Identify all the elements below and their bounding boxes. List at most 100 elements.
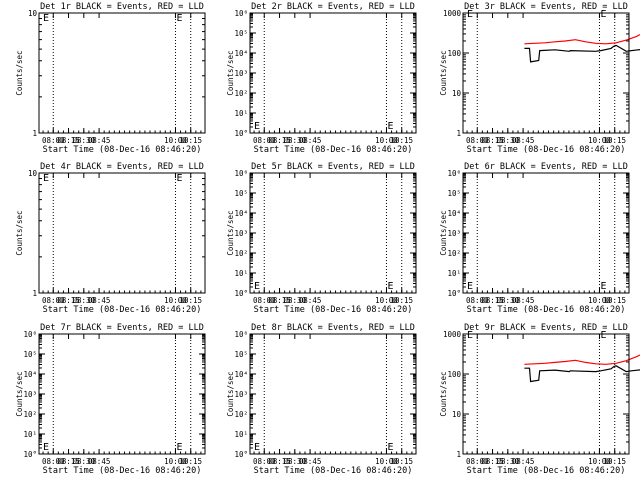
y-tick-label: 10⁵	[447, 189, 461, 198]
series-line-lld	[524, 33, 640, 45]
x-tick-label: 08:00	[42, 296, 65, 305]
y-tick-label: 1000	[443, 330, 462, 339]
x-axis-label: Start Time (08-Dec-16 08:46:20)	[43, 145, 202, 155]
x-tick-label: 08:45	[512, 136, 535, 145]
x-tick-label: 08:30	[284, 136, 307, 145]
y-tick-label: 10³	[23, 390, 37, 399]
y-tick-label: 10²	[234, 89, 248, 98]
plot-frame	[38, 333, 206, 455]
x-tick-label: 08:00	[253, 136, 276, 145]
event-glyph-marker: E	[600, 281, 606, 292]
x-tick-label: 08:00	[253, 457, 276, 466]
x-tick-label: 10:15	[390, 136, 413, 145]
y-axis-label: Counts/sec	[226, 210, 235, 255]
x-tick-label: 10:15	[179, 296, 202, 305]
y-tick-label: 10°	[447, 289, 461, 298]
x-tick-label: 10:15	[390, 296, 413, 305]
x-axis-label: Start Time (08-Dec-16 08:46:20)	[254, 466, 413, 476]
x-tick-label: 10:00	[588, 296, 611, 305]
series-line-events	[524, 365, 640, 383]
x-tick-label: 08:45	[299, 457, 322, 466]
x-tick-label: 10:15	[179, 136, 202, 145]
x-tick-label: 08:15	[481, 136, 504, 145]
x-tick-label: 10:15	[603, 457, 626, 466]
x-tick-label: 08:00	[42, 136, 65, 145]
y-tick-label: 10	[452, 89, 462, 98]
x-axis-label: Start Time (08-Dec-16 08:46:20)	[467, 466, 626, 476]
y-tick-label: 10³	[447, 229, 461, 238]
y-axis-label: Counts/sec	[439, 50, 448, 95]
chart-title: Det 7r BLACK = Events, RED = LLD	[40, 323, 204, 333]
y-tick-label: 10	[28, 9, 38, 18]
y-axis-label: Counts/sec	[439, 210, 448, 255]
chart-panel-1: Det 1r BLACK = Events, RED = LLD 08:00 08:…	[15, 2, 206, 155]
y-tick-label: 1	[32, 129, 37, 138]
y-tick-label: 10	[28, 169, 38, 178]
x-tick-label: 08:00	[466, 296, 489, 305]
x-tick-label: 08:30	[73, 136, 96, 145]
series-line-lld	[524, 354, 640, 365]
chart-title: Det 2r BLACK = Events, RED = LLD	[251, 2, 415, 12]
plot-frame	[249, 172, 417, 294]
y-tick-label: 1000	[443, 9, 462, 18]
y-tick-label: 10²	[23, 410, 37, 419]
event-glyph-marker: E	[467, 281, 473, 292]
y-tick-label: 10²	[447, 249, 461, 258]
event-glyph-marker: E	[176, 442, 182, 453]
y-tick-label: 10³	[234, 69, 248, 78]
y-tick-label: 10⁴	[447, 209, 461, 218]
x-axis-label: Start Time (08-Dec-16 08:46:20)	[43, 305, 202, 315]
y-axis-label: Counts/sec	[226, 371, 235, 416]
plot-frame	[249, 12, 417, 134]
x-tick-label: 08:30	[284, 457, 307, 466]
plot-frame	[462, 12, 630, 134]
chart-panel-5: Det 5r BLACK = Events, RED = LLD08:0008:…	[226, 162, 417, 315]
x-tick-label: 08:45	[88, 296, 111, 305]
y-tick-label: 10¹	[234, 109, 248, 118]
event-glyph-marker: E	[254, 442, 260, 453]
x-tick-label: 10:00	[375, 457, 398, 466]
x-tick-label: 10:00	[375, 136, 398, 145]
plot-frame	[38, 172, 206, 294]
y-axis-label: Counts/sec	[15, 371, 24, 416]
plot-frame	[462, 333, 630, 455]
event-glyph-marker: E	[43, 442, 49, 453]
x-axis-label: Start Time (08-Dec-16 08:46:20)	[43, 466, 202, 476]
chart-panel-8: Det 8r BLACK = Events, RED = LLD 08:00 08:…	[226, 323, 417, 476]
x-tick-label: 10:15	[603, 296, 626, 305]
plot-frame	[462, 172, 630, 294]
y-tick-label: 10²	[234, 410, 248, 419]
x-tick-label: 08:00	[466, 457, 489, 466]
chart-panel-2: Det 2r BLACK = Events, RED = LLD 08:00 08:…	[226, 2, 417, 155]
x-tick-label: 08:15	[481, 296, 504, 305]
chart-title: Det 1r BLACK = Events, RED = LLD	[40, 2, 204, 12]
event-glyph-marker: E	[43, 13, 49, 24]
event-glyph-marker: E	[387, 281, 393, 292]
chart-title: Det 4r BLACK = Events, RED = LLD	[40, 162, 204, 172]
event-glyph-marker: E	[43, 173, 49, 184]
x-tick-label: 10:00	[588, 136, 611, 145]
chart-panel-4: Det 4r BLACK = Events, RED = LLD08:0008:…	[15, 162, 206, 315]
y-tick-label: 10°	[234, 450, 248, 459]
chart-title: Det 8r BLACK = Events, RED = LLD	[251, 323, 415, 333]
chart-panel-6: Det 6r BLACK = Events, RED = LLD08:0008:…	[439, 162, 630, 315]
y-tick-label: 10⁶	[447, 169, 461, 178]
x-tick-label: 08:15	[57, 296, 80, 305]
event-glyph-marker: E	[387, 121, 393, 132]
y-tick-label: 1	[32, 289, 37, 298]
y-tick-label: 1	[456, 129, 461, 138]
x-tick-label: 08:45	[299, 136, 322, 145]
x-tick-label: 08:30	[497, 457, 520, 466]
y-tick-label: 10⁵	[23, 350, 37, 359]
y-axis-label: Counts/sec	[15, 50, 24, 95]
x-tick-label: 10:00	[588, 457, 611, 466]
x-tick-label: 10:15	[390, 457, 413, 466]
y-tick-label: 10¹	[23, 430, 37, 439]
x-tick-label: 10:15	[179, 457, 202, 466]
x-tick-label: 08:15	[268, 296, 291, 305]
x-tick-label: 08:30	[497, 136, 520, 145]
event-glyph-marker: E	[254, 281, 260, 292]
x-tick-label: 08:45	[88, 136, 111, 145]
